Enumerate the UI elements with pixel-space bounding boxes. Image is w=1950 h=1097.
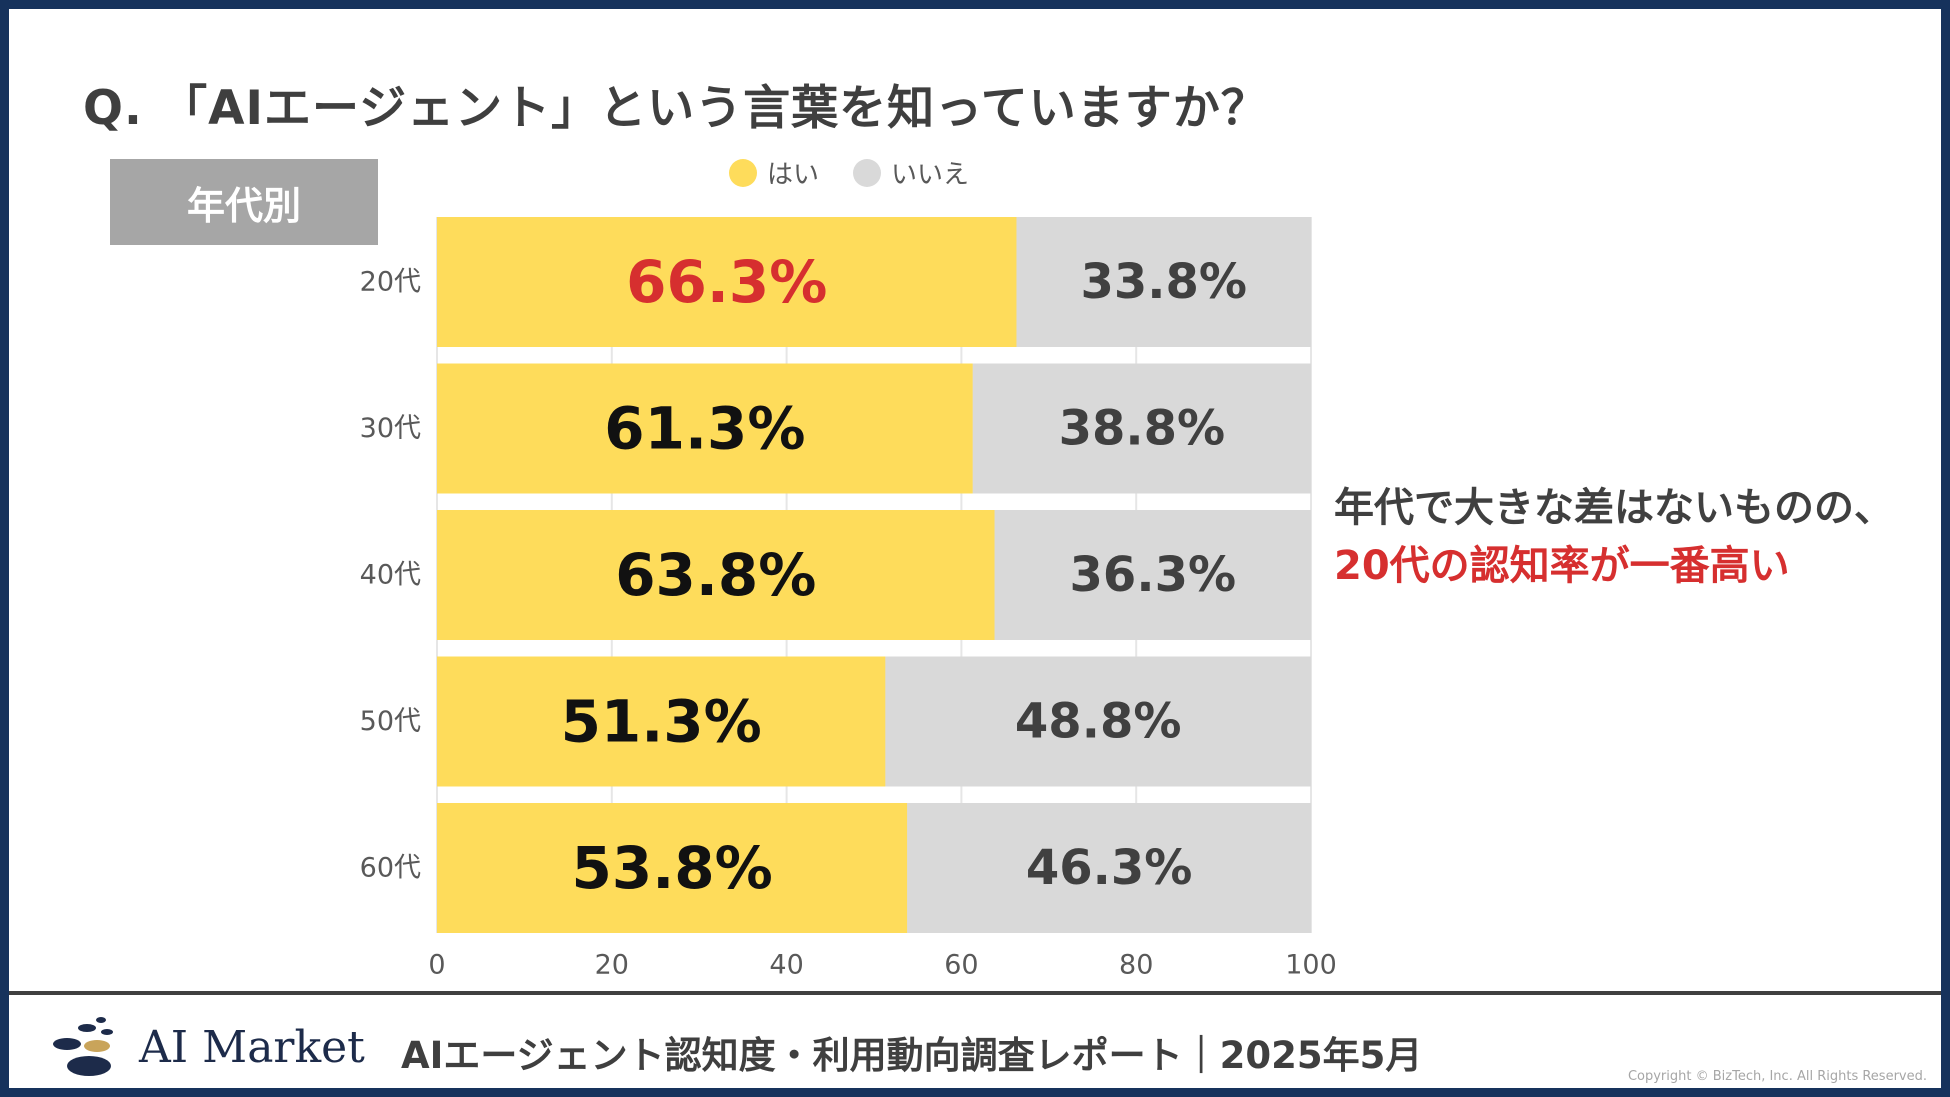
annotation-line-2: 20代の認知率が一番高い (1334, 543, 1790, 589)
legend-item-yes: はい (729, 154, 819, 191)
annotation-line-1: 年代で大きな差はないものの、 (1334, 485, 1894, 531)
bar-fill-no-4 (885, 656, 1311, 787)
data-label-yes-1: 66.3% (626, 248, 827, 316)
x-tick-label-40: 40 (769, 950, 803, 981)
x-tick-label-0: 0 (428, 950, 445, 981)
footer-divider (9, 991, 1941, 995)
category-label-4: 50代 (360, 706, 421, 737)
bar-fill-no-2 (972, 363, 1311, 494)
report-title: AIエージェント認知度・利用動向調査レポート｜2025年5月 (401, 1034, 1423, 1077)
data-label-no-2: 38.8% (1059, 401, 1226, 457)
brand-logo: AI Market (49, 1014, 365, 1080)
legend-label-yes: はい (767, 160, 820, 190)
data-label-yes-3: 63.8% (615, 541, 816, 609)
x-tick-label-100: 100 (1285, 950, 1337, 981)
segment-tag: 年代別 (110, 159, 378, 245)
data-label-no-5: 46.3% (1026, 840, 1193, 896)
data-label-yes-4: 51.3% (561, 688, 762, 756)
bar-fill-yes-5 (437, 803, 908, 933)
bar-fill-no-5 (907, 803, 1311, 933)
stacked-bar-chart: 20代 30代 40代 50代 60代 66.3% 33.8% 61.3% 38.8% 63.8%… (360, 217, 1337, 981)
data-label-no-1: 33.8% (1080, 254, 1247, 310)
category-label-5: 60代 (360, 853, 421, 884)
legend-label-no: いいえ (891, 160, 970, 190)
x-tick-label-60: 60 (944, 950, 978, 981)
bar-fill-yes-3 (437, 510, 995, 640)
data-label-yes-2: 61.3% (604, 395, 805, 463)
legend-item-no: いいえ (853, 154, 969, 191)
legend-dot-yes (729, 158, 757, 187)
data-label-yes-5: 53.8% (571, 834, 772, 902)
bar-fill-yes-4 (437, 656, 886, 787)
category-label-3: 40代 (360, 560, 421, 591)
data-label-no-3: 36.3% (1070, 547, 1237, 603)
x-tick-label-80: 80 (1119, 950, 1153, 981)
category-label-1: 20代 (360, 267, 421, 298)
copyright: Copyright © BizTech, Inc. All Rights Res… (1627, 1069, 1927, 1084)
legend-dot-no (853, 158, 882, 187)
bar-fill-yes-1 (437, 217, 1017, 347)
data-label-no-4: 48.8% (1015, 694, 1182, 750)
bar-fill-yes-2 (437, 363, 973, 494)
x-tick-label-20: 20 (595, 950, 629, 981)
category-label-2: 30代 (360, 413, 421, 444)
bar-fill-no-3 (994, 510, 1311, 640)
logo-text: AI Market (139, 1021, 365, 1073)
chart-annotation: 年代で大きな差はないものの、 20代の認知率が一番高い (1334, 479, 1894, 595)
chart-legend: はい いいえ (729, 154, 969, 191)
ai-market-logo-icon (53, 1017, 113, 1076)
question-title: Q. 「AIエージェント」という言葉を知っていますか？ (83, 81, 1269, 136)
bar-fill-no-1 (1016, 217, 1311, 347)
